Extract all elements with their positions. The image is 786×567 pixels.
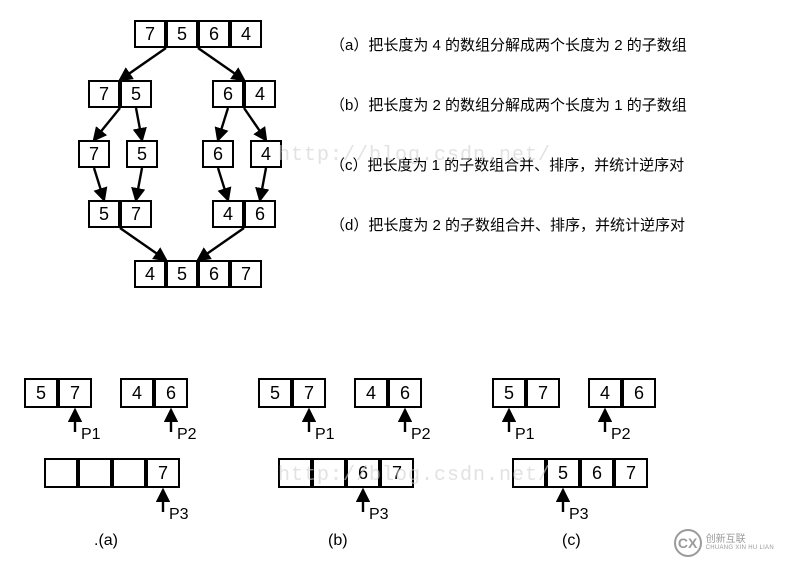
pointer-label-2-P3: P3 xyxy=(569,506,589,524)
pointer-label-1-P1: P1 xyxy=(315,426,335,444)
cell-r4-g0-0: 4 xyxy=(134,260,166,288)
pointer-label-0-P3: P3 xyxy=(169,506,189,524)
bot-0-out-c3: 7 xyxy=(146,458,180,488)
pointer-label-2-P1: P1 xyxy=(515,426,535,444)
tree-arrow-9 xyxy=(260,168,266,200)
bot-0-top0-c0: 5 xyxy=(24,378,58,408)
bot-2-top0-c1: 7 xyxy=(526,378,560,408)
bot-2-out-c3: 7 xyxy=(614,458,648,488)
caption-c: （c）把长度为 1 的子数组合并、排序，并统计逆序对 xyxy=(330,154,684,175)
caption-a: （a）把长度为 4 的数组分解成两个长度为 2 的子数组 xyxy=(330,34,687,55)
bot-1-out-c1 xyxy=(312,458,346,488)
cell-r1-g0-0: 7 xyxy=(88,80,120,108)
bot-0-out-c0 xyxy=(44,458,78,488)
bot-1-out-c0 xyxy=(278,458,312,488)
tree-arrow-5 xyxy=(244,108,266,140)
tree-arrow-4 xyxy=(218,108,228,140)
cell-r4-g0-2: 6 xyxy=(198,260,230,288)
cell-r2-g3-0: 4 xyxy=(250,140,282,168)
bot-0-top1-c1: 6 xyxy=(154,378,188,408)
tree-arrow-8 xyxy=(218,168,228,200)
cell-r3-g1-0: 4 xyxy=(212,200,244,228)
pointer-label-1-P2: P2 xyxy=(411,426,431,444)
tree-arrow-1 xyxy=(198,48,244,80)
cell-r2-g2-0: 6 xyxy=(202,140,234,168)
brand-line1: 创新互联 xyxy=(706,535,774,545)
bot-2-out-c1: 5 xyxy=(546,458,580,488)
bot-0-top1-c0: 4 xyxy=(120,378,154,408)
bot-0-out-c1 xyxy=(78,458,112,488)
brand-badge-icon: CX xyxy=(674,529,702,557)
bot-0-top0-c1: 7 xyxy=(58,378,92,408)
cell-r1-g1-1: 4 xyxy=(244,80,276,108)
bot-2-top1-c0: 4 xyxy=(588,378,622,408)
cell-r4-g0-1: 5 xyxy=(166,260,198,288)
pointer-label-1-P3: P3 xyxy=(369,506,389,524)
bot-1-top1-c0: 4 xyxy=(354,378,388,408)
cell-r0-g0-1: 5 xyxy=(166,20,198,48)
bot-1-top0-c0: 5 xyxy=(258,378,292,408)
brand-logo: CX 创新互联 CHUANG XIN HU LIAN xyxy=(674,529,774,557)
caption-d: （d）把长度为 2 的子数组合并、排序，并统计逆序对 xyxy=(330,214,685,235)
bot-2-out-c0 xyxy=(512,458,546,488)
brand-line2: CHUANG XIN HU LIAN xyxy=(706,545,774,551)
bot-1-top0-c1: 7 xyxy=(292,378,326,408)
part-label-1: (b) xyxy=(328,532,348,550)
cell-r3-g0-0: 5 xyxy=(88,200,120,228)
tree-arrow-10 xyxy=(120,228,166,260)
tree-arrow-2 xyxy=(94,108,120,140)
cell-r3-g1-1: 6 xyxy=(244,200,276,228)
brand-text: 创新互联 CHUANG XIN HU LIAN xyxy=(706,535,774,551)
cell-r0-g0-2: 6 xyxy=(198,20,230,48)
cell-r1-g1-0: 6 xyxy=(212,80,244,108)
cell-r4-g0-3: 7 xyxy=(230,260,262,288)
cell-r3-g0-1: 7 xyxy=(120,200,152,228)
bot-1-out-c3: 7 xyxy=(380,458,414,488)
bot-0-out-c2 xyxy=(112,458,146,488)
bot-2-top0-c0: 5 xyxy=(492,378,526,408)
tree-arrow-7 xyxy=(136,168,142,200)
pointer-label-2-P2: P2 xyxy=(611,426,631,444)
tree-arrow-6 xyxy=(94,168,104,200)
cell-r0-g0-0: 7 xyxy=(134,20,166,48)
cell-r0-g0-3: 4 xyxy=(230,20,262,48)
tree-arrow-0 xyxy=(120,48,166,80)
tree-arrow-11 xyxy=(198,228,244,260)
pointer-label-0-P2: P2 xyxy=(177,426,197,444)
part-label-2: (c) xyxy=(562,532,581,550)
pointer-label-0-P1: P1 xyxy=(81,426,101,444)
cell-r2-g1-0: 5 xyxy=(126,140,158,168)
bot-1-out-c2: 6 xyxy=(346,458,380,488)
bot-2-out-c2: 6 xyxy=(580,458,614,488)
tree-arrow-3 xyxy=(136,108,142,140)
bot-2-top1-c1: 6 xyxy=(622,378,656,408)
bot-1-top1-c1: 6 xyxy=(388,378,422,408)
cell-r1-g0-1: 5 xyxy=(120,80,152,108)
cell-r2-g0-0: 7 xyxy=(78,140,110,168)
part-label-0: .(a) xyxy=(94,532,118,550)
caption-b: （b）把长度为 2 的数组分解成两个长度为 1 的子数组 xyxy=(330,94,687,115)
